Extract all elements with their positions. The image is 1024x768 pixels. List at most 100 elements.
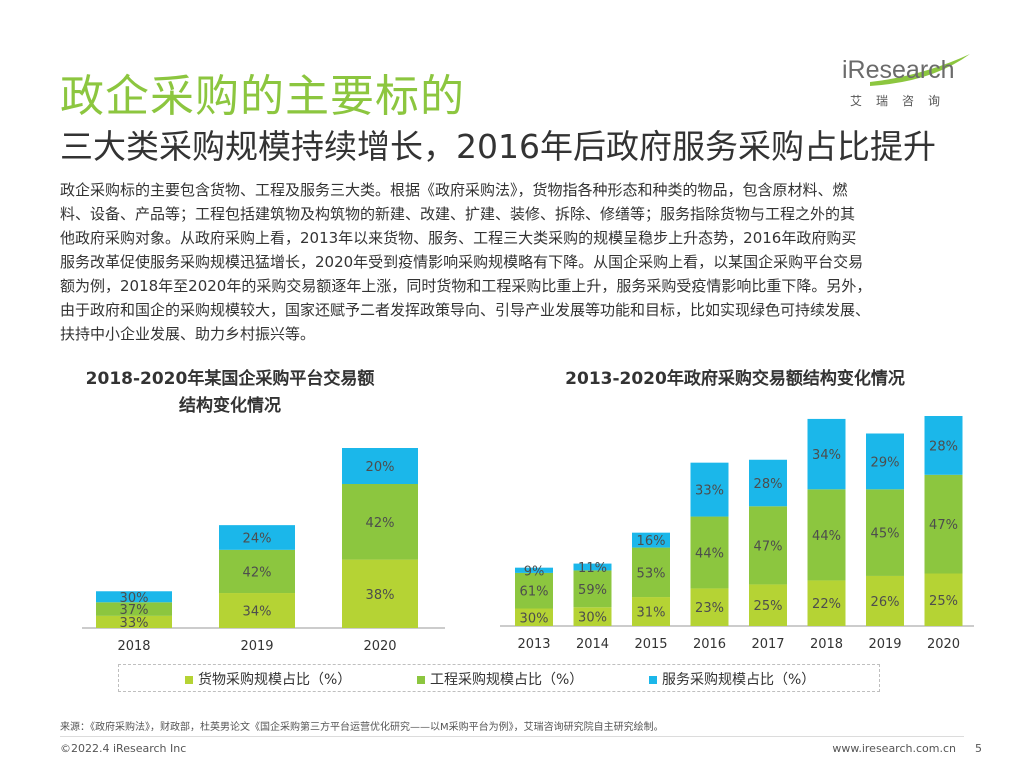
data-label-goods-2019: 34%: [243, 605, 272, 620]
x-tick-label-2018: 2018: [810, 637, 843, 652]
legend-item-goods: 货物采购规模占比（%）: [185, 669, 351, 689]
page-subtitle: 三大类采购规模持续增长，2016年后政府服务采购占比提升: [60, 127, 936, 166]
data-label-services-2019: 29%: [871, 455, 900, 470]
data-label-engineering-2018: 44%: [812, 529, 841, 544]
bar-services-2014: [573, 563, 612, 571]
bar-goods-2019: [219, 593, 295, 628]
data-label-engineering-2017: 47%: [754, 539, 783, 554]
bar-goods-2014: [573, 607, 612, 626]
copyright: ©2022.4 iResearch Inc: [60, 742, 187, 755]
bar-engineering-2020: [924, 474, 963, 574]
x-tick-label-2019: 2019: [240, 639, 273, 654]
legend-item-services: 服务采购规模占比（%）: [649, 669, 815, 689]
data-label-goods-2016: 23%: [695, 601, 724, 616]
bar-goods-2016: [690, 588, 729, 626]
data-label-goods-2018: 33%: [120, 616, 149, 631]
paragraph-line: 扶持中小企业发展、助力乡村振兴等。: [60, 325, 316, 343]
bar-services-2018: [807, 418, 846, 490]
data-label-engineering-2020: 47%: [929, 518, 958, 533]
x-tick-label-2019: 2019: [868, 637, 901, 652]
chart1-title-line: 结构变化情况: [179, 396, 281, 416]
data-label-goods-2019: 26%: [871, 595, 900, 610]
bar-engineering-2013: [515, 572, 553, 609]
x-tick-label-2015: 2015: [634, 637, 667, 652]
data-label-services-2018: 30%: [120, 591, 149, 606]
bar-services-2015: [632, 532, 670, 548]
legend-swatch-goods: [185, 676, 193, 684]
chart-legend: 货物采购规模占比（%） 工程采购规模占比（%） 服务采购规模占比（%）: [118, 664, 880, 692]
data-label-goods-2018: 22%: [812, 597, 841, 612]
data-label-services-2020: 20%: [366, 460, 395, 475]
data-label-services-2019: 24%: [243, 531, 272, 546]
data-label-goods-2014: 30%: [578, 611, 607, 626]
data-label-services-2018: 34%: [812, 448, 841, 463]
legend-swatch-services: [649, 676, 657, 684]
data-label-engineering-2020: 42%: [366, 516, 395, 531]
data-label-goods-2013: 30%: [520, 611, 549, 626]
legend-label-engineering: 工程采购规模占比（%）: [430, 672, 584, 688]
bar-goods-2018: [96, 615, 172, 628]
bar-engineering-2014: [573, 570, 612, 608]
chart1-title: 2018-2020年某国企采购平台交易额 结构变化情况: [60, 366, 400, 420]
chart-government-procurement: 30% 61% 9% 2013 30% 59% 11% 2014 31% 53% 16% 2015 23…: [500, 416, 974, 652]
legend-label-services: 服务采购规模占比（%）: [662, 672, 816, 688]
bar-engineering-2018: [96, 602, 172, 616]
paragraph-line: 他政府采购对象。从政府采购上看，2013年以来货物、服务、工程三大类采购的规模呈…: [60, 229, 857, 247]
data-label-services-2013: 9%: [524, 564, 545, 579]
data-label-goods-2017: 25%: [754, 599, 783, 614]
footer-divider: [60, 736, 964, 737]
bar-services-2017: [749, 459, 787, 507]
bar-goods-2015: [632, 597, 670, 626]
bar-goods-2020: [924, 573, 963, 626]
data-label-services-2017: 28%: [754, 477, 783, 492]
bar-services-2018: [96, 591, 172, 603]
paragraph-line: 服务改革促使服务采购规模迅猛增长，2020年受到疫情影响采购规模略有下降。从国企…: [60, 253, 864, 271]
chart1-title-line: 2018-2020年某国企采购平台交易额: [85, 369, 375, 389]
bar-services-2020: [342, 448, 418, 484]
bar-goods-2019: [866, 575, 904, 626]
chart2-title: 2013-2020年政府采购交易额结构变化情况: [500, 366, 970, 393]
bar-engineering-2016: [690, 516, 729, 589]
data-label-goods-2020: 38%: [366, 588, 395, 603]
x-tick-label-2018: 2018: [117, 639, 150, 654]
bar-goods-2013: [515, 608, 553, 626]
data-label-goods-2015: 31%: [637, 606, 666, 621]
data-label-engineering-2015: 53%: [637, 566, 666, 581]
bar-engineering-2020: [342, 484, 418, 560]
data-label-services-2015: 16%: [637, 534, 666, 549]
paragraph-line: 由于政府和国企的采购规模较大，国家还赋予二者发挥政策导向、引导产业发展等功能和目…: [60, 301, 871, 319]
intro-paragraph: 政企采购标的主要包含货物、工程及服务三大类。根据《政府采购法》，货物指各种形态和…: [60, 178, 975, 346]
page-number: 5: [975, 742, 982, 755]
x-tick-label-2020: 2020: [363, 639, 396, 654]
bar-engineering-2017: [749, 506, 787, 585]
data-label-services-2014: 11%: [578, 561, 607, 576]
iresearch-logo: iResearch 艾瑞咨询: [842, 54, 972, 116]
logo-wordmark: iResearch: [842, 56, 955, 84]
bar-services-2019: [219, 525, 295, 550]
bar-engineering-2019: [219, 549, 295, 594]
bar-services-2020: [924, 416, 963, 475]
chart2-title-line: 2013-2020年政府采购交易额结构变化情况: [565, 369, 905, 389]
website-link[interactable]: www.iresearch.com.cn: [832, 742, 956, 755]
data-label-engineering-2016: 44%: [695, 547, 724, 562]
data-label-goods-2020: 25%: [929, 594, 958, 609]
bar-engineering-2019: [866, 489, 904, 576]
logo-subtitle: 艾瑞咨询: [850, 94, 955, 108]
bar-services-2016: [690, 462, 729, 517]
legend-swatch-engineering: [417, 676, 425, 684]
paragraph-line: 政企采购标的主要包含货物、工程及服务三大类。根据《政府采购法》，货物指各种形态和…: [60, 181, 848, 199]
source-note: 来源：《政府采购法》，财政部，杜英男论文《国企采购第三方平台运营优化研究——以M…: [60, 722, 664, 733]
chart-enterprise-procurement: 33%37%30% 2018 34% 42% 24% 2019 38% 42% 20% 2020: [82, 448, 445, 654]
legend-item-engineering: 工程采购规模占比（%）: [417, 669, 583, 689]
bar-goods-2018: [807, 580, 846, 626]
bar-engineering-2018: [807, 489, 846, 581]
logo-swoosh-icon: [870, 54, 970, 86]
data-label-engineering-2018: 37%: [120, 603, 149, 618]
x-tick-label-2014: 2014: [576, 637, 609, 652]
x-tick-label-2017: 2017: [751, 637, 784, 652]
data-label-services-2020: 28%: [929, 439, 958, 454]
data-label-services-2016: 33%: [695, 484, 724, 499]
bar-services-2019: [866, 433, 904, 490]
x-tick-label-2020: 2020: [927, 637, 960, 652]
x-tick-label-2013: 2013: [517, 637, 550, 652]
